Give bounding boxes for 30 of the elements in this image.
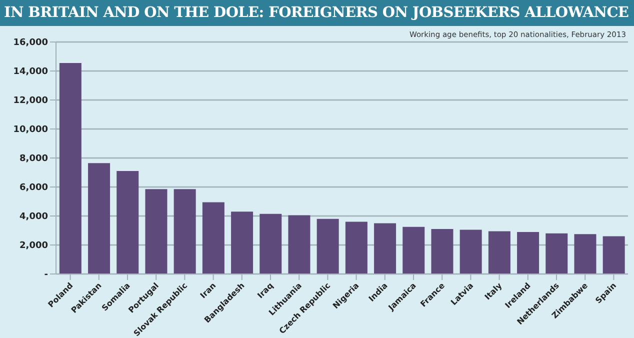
y-tick-label: 2,000 — [20, 241, 48, 252]
bar — [488, 231, 510, 274]
bar — [145, 189, 168, 274]
bar — [402, 226, 425, 274]
y-tick-label: 16,000 — [13, 38, 48, 48]
bar — [602, 236, 625, 274]
bar — [116, 171, 139, 274]
chart-title: IN BRITAIN AND ON THE DOLE: FOREIGNERS ON JOBSEEKERS ALLOWANCE — [0, 0, 634, 26]
bar — [431, 229, 454, 274]
bar — [59, 63, 82, 274]
y-tick-label: 6,000 — [20, 183, 48, 194]
bar — [316, 218, 339, 274]
bar — [231, 212, 254, 274]
bar — [260, 214, 282, 274]
bar — [374, 223, 396, 274]
y-tick-label: - — [44, 270, 48, 280]
y-tick-label: 4,000 — [20, 212, 48, 222]
bar — [174, 189, 196, 274]
y-tick-label: 12,000 — [13, 96, 48, 106]
bar — [574, 234, 596, 274]
y-tick-label: 8,000 — [20, 154, 48, 164]
y-tick-label: 14,000 — [13, 67, 48, 78]
bar — [546, 233, 568, 274]
y-tick-label: 10,000 — [13, 125, 48, 136]
bar — [288, 215, 310, 274]
bar — [460, 230, 482, 274]
bar — [88, 163, 110, 274]
bar — [345, 222, 368, 274]
bar — [202, 202, 224, 274]
bar — [517, 232, 540, 274]
